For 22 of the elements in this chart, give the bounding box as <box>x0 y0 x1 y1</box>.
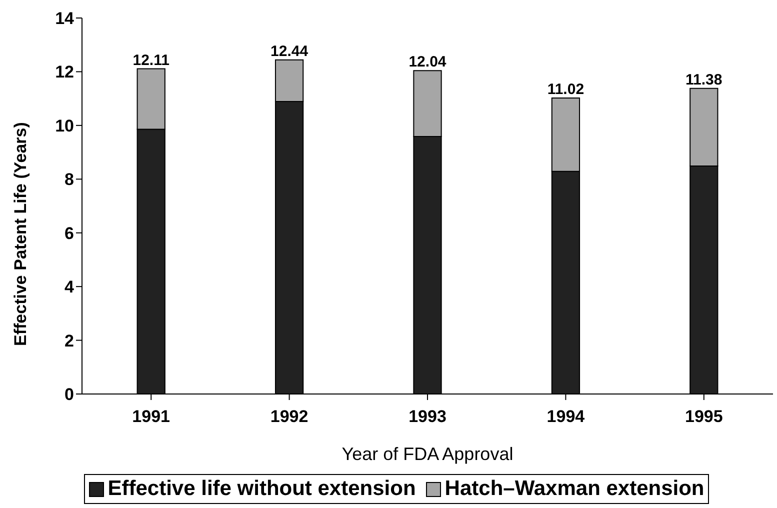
x-tick-label: 1991 <box>132 407 170 426</box>
y-tick-label: 4 <box>64 278 75 297</box>
y-tick-label: 10 <box>55 116 74 136</box>
y-tick-label: 12 <box>55 62 74 82</box>
y-tick-label: 0 <box>64 385 74 404</box>
x-axis-title: Year of FDA Approval <box>342 444 514 464</box>
y-axis-title: Effective Patent Life (Years) <box>11 122 30 346</box>
x-tick-label: 1995 <box>684 407 723 426</box>
total-label: 12.11 <box>132 52 170 69</box>
total-label: 11.38 <box>686 71 722 88</box>
total-label: 11.02 <box>547 81 584 98</box>
legend-label: Effective life without extension <box>108 477 416 501</box>
legend-label: Hatch–Waxman extension <box>444 477 704 501</box>
y-tick-label: 8 <box>64 170 74 190</box>
y-tick-label: 14 <box>55 9 75 28</box>
total-label: 12.04 <box>408 54 447 71</box>
x-tick-label: 1992 <box>270 407 308 426</box>
total-label: 12.44 <box>270 42 309 60</box>
y-tick-label: 6 <box>64 224 74 243</box>
x-tick-label: 1994 <box>546 407 586 426</box>
x-tick-label: 1993 <box>408 407 446 426</box>
y-tick-label: 2 <box>64 331 74 350</box>
